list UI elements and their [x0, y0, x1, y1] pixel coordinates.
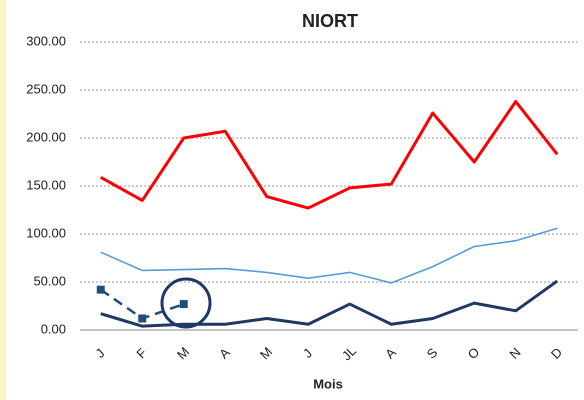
chart-background: [6, 0, 584, 400]
chart-title: NIORT: [302, 11, 358, 31]
highlight-circle: [160, 277, 212, 329]
y-tick-label: 250.00: [26, 81, 66, 96]
y-tick-label: 100.00: [26, 225, 66, 240]
point-marker: [96, 285, 105, 294]
y-tick-label: 0.00: [41, 321, 66, 336]
series-line: [100, 100, 559, 210]
y-tick-label: 150.00: [26, 177, 66, 192]
y-tick-label: 300.00: [26, 33, 66, 48]
point-marker: [138, 314, 147, 323]
y-tick-label: 50.00: [33, 273, 66, 288]
point-marker: [179, 300, 188, 309]
series-line: [100, 227, 558, 284]
x-axis-label: Mois: [313, 376, 343, 391]
y-tick-label: 200.00: [26, 129, 66, 144]
